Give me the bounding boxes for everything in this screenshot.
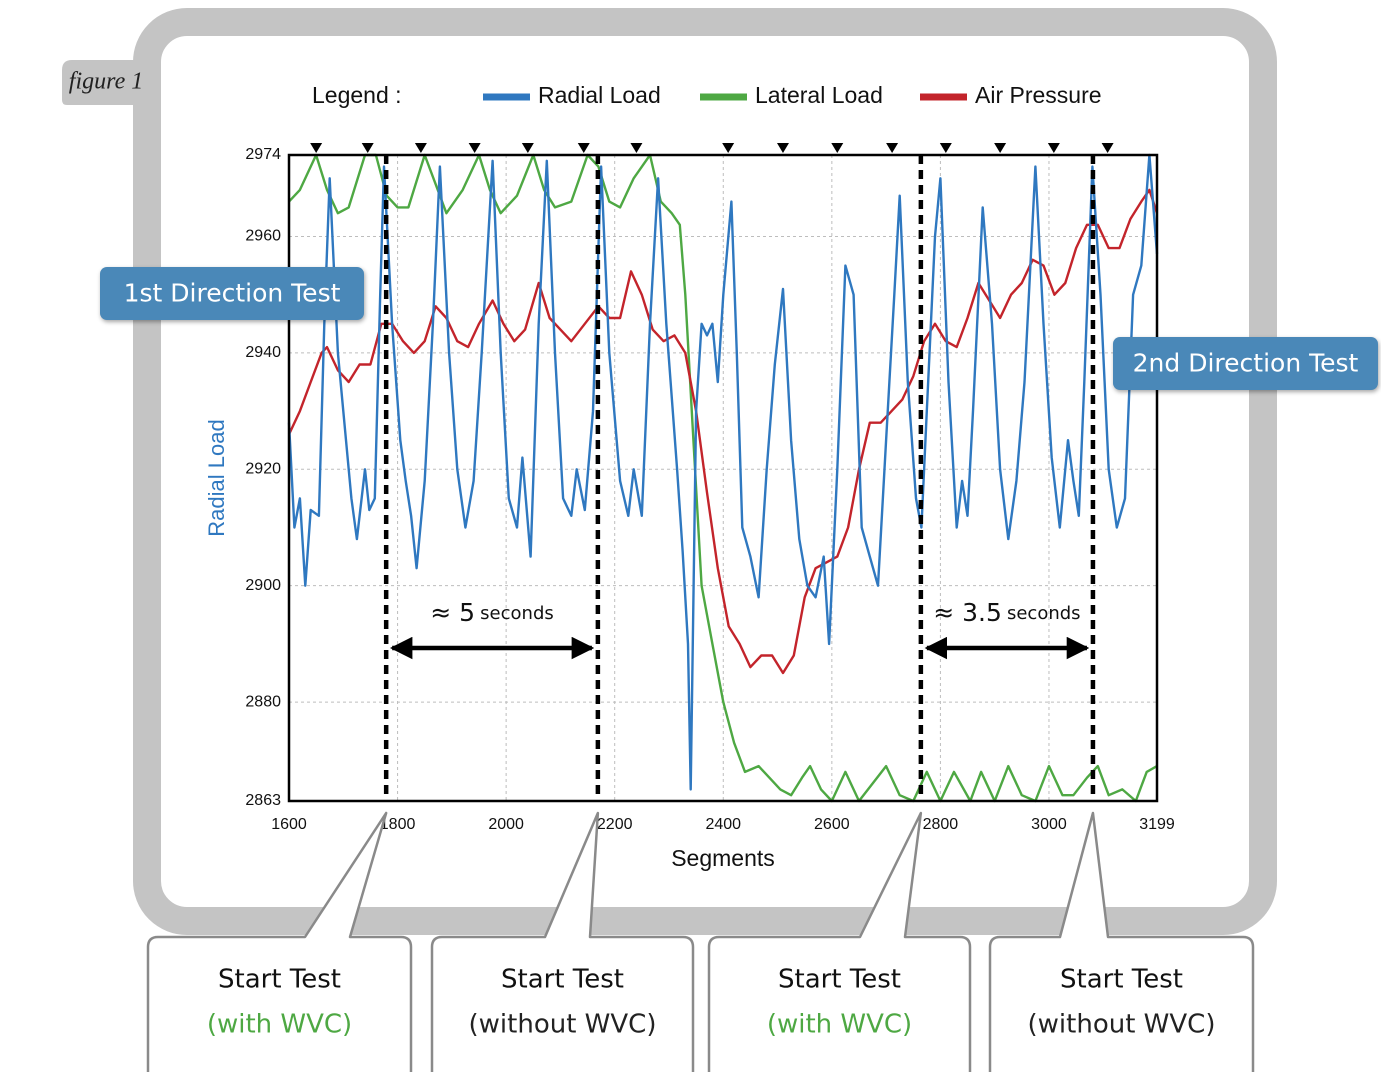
y-tick-label: 2880 [245,693,281,710]
callout [430,811,695,1072]
interval-approx: ≈ 5 [430,598,475,627]
peak-marker [630,143,643,153]
y-axis-label: Radial Load [204,419,229,536]
x-tick-label: 2400 [705,816,741,833]
peak-marker [361,143,374,153]
direction-badge [100,267,364,320]
callout-detail: (with WVC) [207,1010,352,1040]
direction-label: 2nd Direction Test [1133,349,1359,378]
figure-label: figure 1 [69,69,143,95]
series-line [287,188,1159,675]
x-axis-label: Segments [671,845,775,871]
legend-label: Radial Load [538,82,661,108]
callout-detail: (without WVC) [469,1010,657,1040]
legend-label: Lateral Load [755,82,883,108]
peak-marker [994,143,1007,153]
x-tick-label: 2000 [488,816,524,833]
x-tick-label: 2200 [597,816,633,833]
peak-marker [831,143,844,153]
peak-marker [722,143,735,153]
y-tick-label: 2920 [245,460,281,477]
peak-marker [521,143,534,153]
x-tick-label: 3199 [1139,816,1175,833]
callout [707,811,972,1072]
peak-marker [776,143,789,153]
x-tick-label: 2800 [923,816,959,833]
peak-marker [886,143,899,153]
peak-marker [577,143,590,153]
interval-unit: seconds [480,603,554,624]
peak-marker [468,143,481,153]
peak-marker [310,143,323,153]
legend-label: Air Pressure [975,82,1102,108]
y-tick-label: 2960 [245,228,281,245]
callout-title: Start Test [1060,965,1183,995]
callout [988,811,1255,1072]
callout-detail: (without WVC) [1028,1010,1216,1040]
interval-approx: ≈ 3.5 [933,598,1002,627]
series-line [288,153,1158,803]
legend-title: Legend : [312,82,402,108]
peak-marker [1047,143,1060,153]
direction-label: 1st Direction Test [124,279,341,308]
peak-marker [1101,143,1114,153]
interval-label: ≈ 5 seconds [430,598,553,627]
x-tick-label: 2600 [814,816,850,833]
peak-marker [414,143,427,153]
y-tick-label: 2900 [245,577,281,594]
callout [146,811,413,1072]
peak-marker [939,143,952,153]
interval-label: ≈ 3.5 seconds [933,598,1080,627]
series-line [287,153,1159,791]
interval-unit: seconds [1007,603,1081,624]
callout-title: Start Test [218,965,341,995]
y-tick-label: 2974 [245,146,281,163]
figure-tab [62,60,150,105]
x-tick-label: 3000 [1031,816,1067,833]
callout-title: Start Test [778,965,901,995]
callout-title: Start Test [501,965,624,995]
plot-border [287,153,1159,803]
y-tick-label: 2863 [245,792,281,809]
x-tick-label: 1600 [271,816,307,833]
x-tick-label: 1800 [380,816,416,833]
y-tick-label: 2940 [245,344,281,361]
callout-detail: (with WVC) [767,1010,912,1040]
direction-badge [1113,337,1378,390]
